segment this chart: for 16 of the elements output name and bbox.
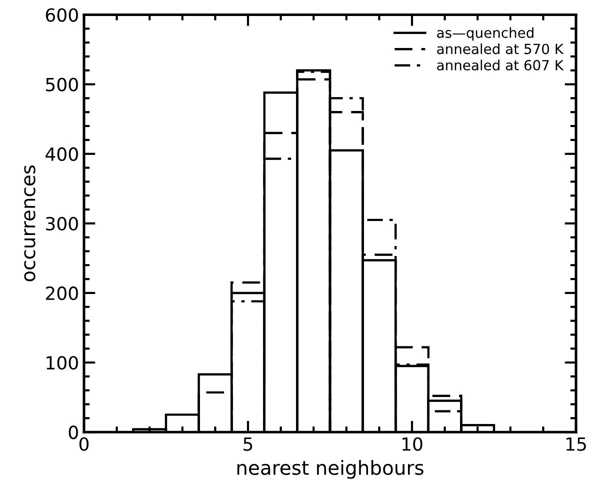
y-tick-label: 600 xyxy=(46,8,78,22)
y-tick-label: 100 xyxy=(46,356,78,370)
legend-label: as—quenched xyxy=(437,27,534,41)
y-tick-label: 500 xyxy=(46,78,78,92)
legend-label: annealed at 570 K xyxy=(437,43,564,54)
x-axis-title: nearest neighbours xyxy=(237,460,424,479)
y-axis-title: occurrences xyxy=(24,165,36,282)
y-tick-label: 400 xyxy=(46,147,78,161)
x-tick-label: 0 xyxy=(79,437,89,451)
y-tick-label: 0 xyxy=(68,426,78,440)
x-tick-label: 10 xyxy=(402,437,422,451)
x-tick-label: 5 xyxy=(244,437,252,451)
x-tick-label: 15 xyxy=(566,437,586,451)
legend-label: annealed at 607 K xyxy=(437,60,564,70)
y-tick-label: 300 xyxy=(46,216,78,231)
y-tick-label: 200 xyxy=(46,286,78,300)
